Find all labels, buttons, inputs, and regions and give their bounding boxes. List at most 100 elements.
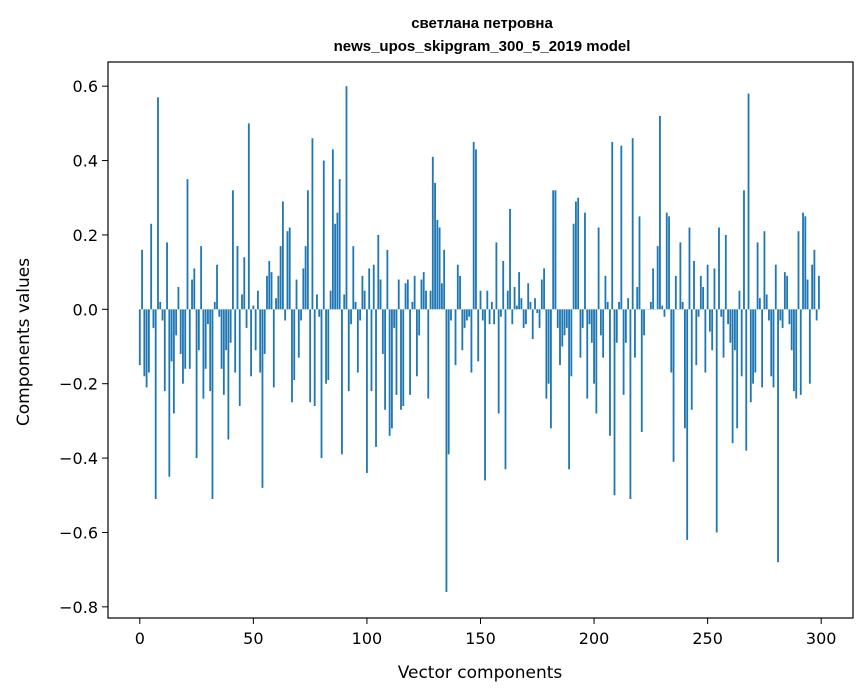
chart-title: светлана петровна — [411, 15, 553, 32]
bar — [288, 227, 291, 310]
bar — [727, 309, 729, 325]
bars-group — [138, 86, 820, 592]
bar — [506, 290, 509, 310]
bar — [379, 279, 382, 310]
y-tick-label: −0.4 — [59, 449, 98, 468]
bar — [418, 309, 421, 336]
bar — [388, 309, 391, 436]
bar — [238, 309, 241, 407]
bar — [540, 279, 543, 310]
bar — [708, 309, 711, 332]
bar — [241, 294, 243, 310]
bar — [207, 309, 209, 325]
bar — [500, 309, 502, 317]
bar — [275, 298, 277, 310]
x-tick-label: 50 — [243, 629, 263, 648]
bar — [552, 190, 555, 310]
bar — [370, 309, 373, 392]
bar — [565, 309, 568, 328]
bar — [720, 309, 723, 317]
bar — [718, 227, 720, 310]
bar — [543, 268, 546, 310]
plot-frame — [107, 61, 854, 619]
bar — [304, 246, 307, 310]
bar — [216, 264, 218, 310]
bar — [381, 309, 384, 354]
bar — [509, 208, 511, 310]
bar — [475, 149, 477, 310]
bar — [450, 309, 452, 321]
bar — [631, 138, 634, 310]
bar — [643, 309, 645, 336]
bar — [663, 309, 666, 317]
y-tick-label: 0.0 — [73, 300, 98, 319]
bar — [459, 275, 461, 310]
bar — [747, 93, 750, 310]
x-tick-label: 100 — [352, 629, 383, 648]
bar — [770, 309, 773, 377]
bar — [354, 301, 357, 310]
bar — [624, 309, 627, 343]
bar — [443, 249, 446, 310]
bar — [622, 309, 625, 395]
bar — [434, 182, 436, 310]
bar — [493, 309, 496, 325]
bar — [152, 309, 155, 328]
bar — [745, 309, 748, 451]
bar — [279, 246, 282, 310]
bar — [254, 309, 257, 351]
x-axis-ticks: 0 50 100 150 200 250 300 — [135, 618, 836, 648]
bar — [754, 309, 757, 373]
bar — [159, 301, 162, 310]
bar — [363, 290, 366, 310]
bar — [297, 309, 300, 358]
bar — [665, 212, 668, 310]
bar — [713, 268, 716, 310]
bar — [334, 223, 337, 310]
bar — [502, 260, 505, 310]
bar — [681, 301, 684, 310]
bar — [484, 309, 486, 481]
bar — [577, 197, 580, 310]
bar — [790, 309, 793, 351]
bar — [268, 260, 271, 310]
bar — [488, 309, 491, 325]
bar — [652, 268, 655, 310]
bar — [497, 309, 500, 414]
bar — [570, 309, 573, 377]
bar — [313, 309, 316, 407]
bar — [774, 264, 777, 310]
bar — [504, 309, 507, 470]
bar — [768, 309, 770, 321]
bar — [329, 290, 332, 310]
bar — [193, 268, 196, 310]
bar — [232, 190, 234, 310]
bar — [609, 309, 611, 436]
bar — [656, 246, 659, 310]
bar — [191, 279, 193, 310]
bar — [806, 279, 809, 310]
bar — [534, 298, 536, 310]
bar — [731, 309, 734, 444]
bar — [711, 309, 714, 351]
bar — [618, 301, 620, 310]
bar — [781, 309, 784, 328]
bar — [247, 123, 250, 310]
bar — [668, 216, 670, 310]
bar — [425, 290, 427, 310]
bar — [175, 309, 178, 336]
bar — [150, 223, 153, 310]
bar — [547, 309, 550, 384]
bar — [568, 309, 570, 470]
bar — [813, 249, 816, 310]
bar — [495, 242, 498, 310]
bar — [481, 309, 484, 321]
bar — [620, 145, 623, 310]
bar — [138, 309, 141, 366]
bar — [733, 309, 736, 351]
bar — [302, 268, 305, 310]
bar — [252, 305, 255, 310]
bar — [147, 309, 150, 373]
bar — [409, 309, 411, 395]
bar — [465, 309, 468, 321]
